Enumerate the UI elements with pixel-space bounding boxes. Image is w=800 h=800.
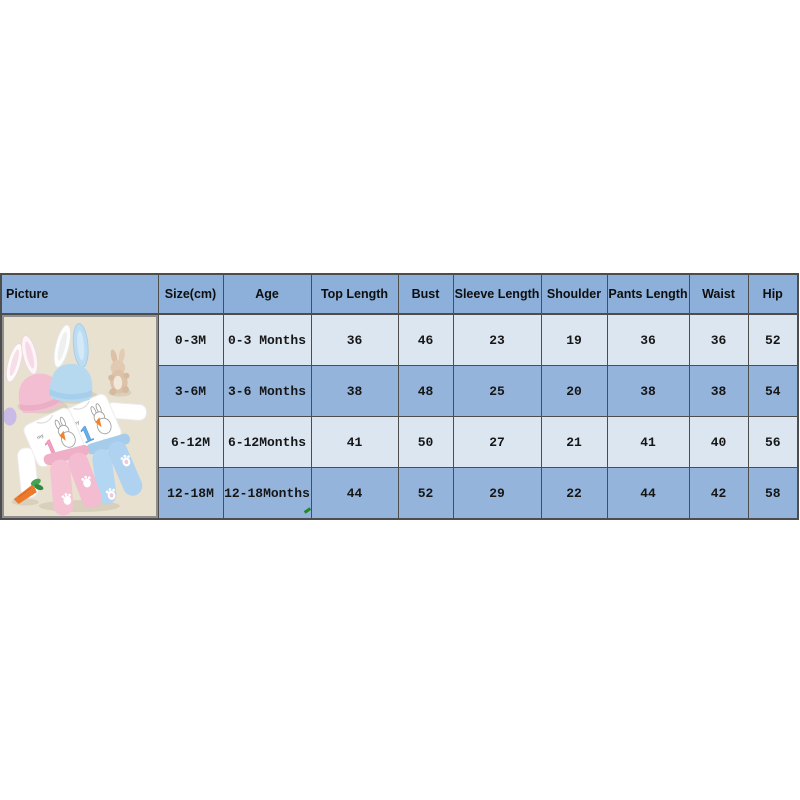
cell-top-length: 38 (310, 365, 399, 417)
paw-print (61, 493, 72, 505)
col-header-hip: Hip (747, 273, 799, 315)
cell-sleeve-length: 29 (452, 467, 542, 520)
cell-waist: 40 (688, 416, 749, 468)
cell-shoulder: 22 (540, 467, 608, 520)
cell-size: 6-12M (157, 416, 224, 468)
cell-bust: 52 (397, 467, 454, 520)
col-header-top-length: Top Length (310, 273, 399, 315)
cell-shoulder: 21 (540, 416, 608, 468)
paw-print (81, 475, 91, 488)
product-photo: my 1 Easter (2, 315, 157, 518)
cell-pants-length: 36 (606, 313, 690, 366)
print-bunny-right (90, 403, 112, 435)
cell-sleeve-length: 27 (452, 416, 542, 468)
print-bunny-left (54, 416, 76, 448)
product-photo-cell: my 1 Easter (0, 313, 159, 520)
col-header-age: Age (222, 273, 312, 315)
cell-age: 6-12Months (222, 416, 312, 468)
print-my-left: my (37, 434, 46, 442)
col-header-bust: Bust (397, 273, 454, 315)
table-row: 6-12M 6-12Months 41 50 27 21 41 40 56 (1, 416, 799, 468)
cell-bust: 48 (397, 365, 454, 417)
cell-size: 0-3M (157, 313, 224, 366)
cell-waist: 36 (688, 313, 749, 366)
col-header-size: Size(cm) (157, 273, 224, 315)
cell-sleeve-length: 25 (452, 365, 542, 417)
table-row: my 1 Easter (0, 313, 799, 520)
blue-bunny-hat (49, 323, 93, 403)
cell-waist: 38 (688, 365, 749, 417)
col-header-sleeve-length: Sleeve Length (452, 273, 542, 315)
cell-hip: 56 (747, 416, 799, 468)
cell-hip: 54 (747, 365, 799, 417)
cell-hip: 58 (747, 467, 799, 520)
cell-size: 12-18M (157, 467, 224, 520)
cell-age: 0-3 Months (222, 313, 312, 366)
cell-waist: 42 (688, 467, 749, 520)
col-header-shoulder: Shoulder (540, 273, 608, 315)
size-chart-table: Picture Size(cm) Age Top Length Bust Sle… (0, 273, 799, 520)
table-row: 3-6M 3-6 Months 38 48 25 20 38 38 54 (1, 365, 799, 417)
cell-age: 12-18Months (222, 467, 312, 520)
cell-shoulder: 20 (540, 365, 608, 417)
cell-top-length: 41 (310, 416, 399, 468)
cell-sleeve-length: 23 (452, 313, 542, 366)
col-header-waist: Waist (688, 273, 749, 315)
carrot-toy (13, 478, 44, 505)
paw-print (105, 488, 116, 500)
cell-bust: 46 (397, 313, 454, 366)
product-photo-illustration: my 1 Easter (4, 317, 156, 516)
cell-pants-length: 38 (606, 365, 690, 417)
cell-pants-length: 41 (606, 416, 690, 468)
cell-age: 3-6 Months (222, 365, 312, 417)
cell-top-length: 36 (310, 313, 399, 366)
col-header-pants-length: Pants Length (606, 273, 690, 315)
print-carrot-left (59, 430, 66, 441)
cell-pants-length: 44 (606, 467, 690, 520)
egg-toy (4, 407, 17, 426)
plush-bunny-toy (108, 348, 130, 396)
cell-top-length: 44 (310, 467, 399, 520)
cell-size: 3-6M (157, 365, 224, 417)
cell-bust: 50 (397, 416, 454, 468)
print-my-right: my (72, 420, 81, 428)
col-header-picture: Picture (0, 273, 159, 315)
header-row: Picture Size(cm) Age Top Length Bust Sle… (0, 273, 799, 315)
paw-print (120, 454, 131, 467)
print-carrot-right (95, 417, 102, 428)
pink-pants (43, 444, 102, 516)
cell-hip: 52 (747, 313, 799, 366)
table-row: 12-18M 12-18Months 44 52 29 22 44 42 58 (1, 467, 799, 520)
cell-shoulder: 19 (540, 313, 608, 366)
